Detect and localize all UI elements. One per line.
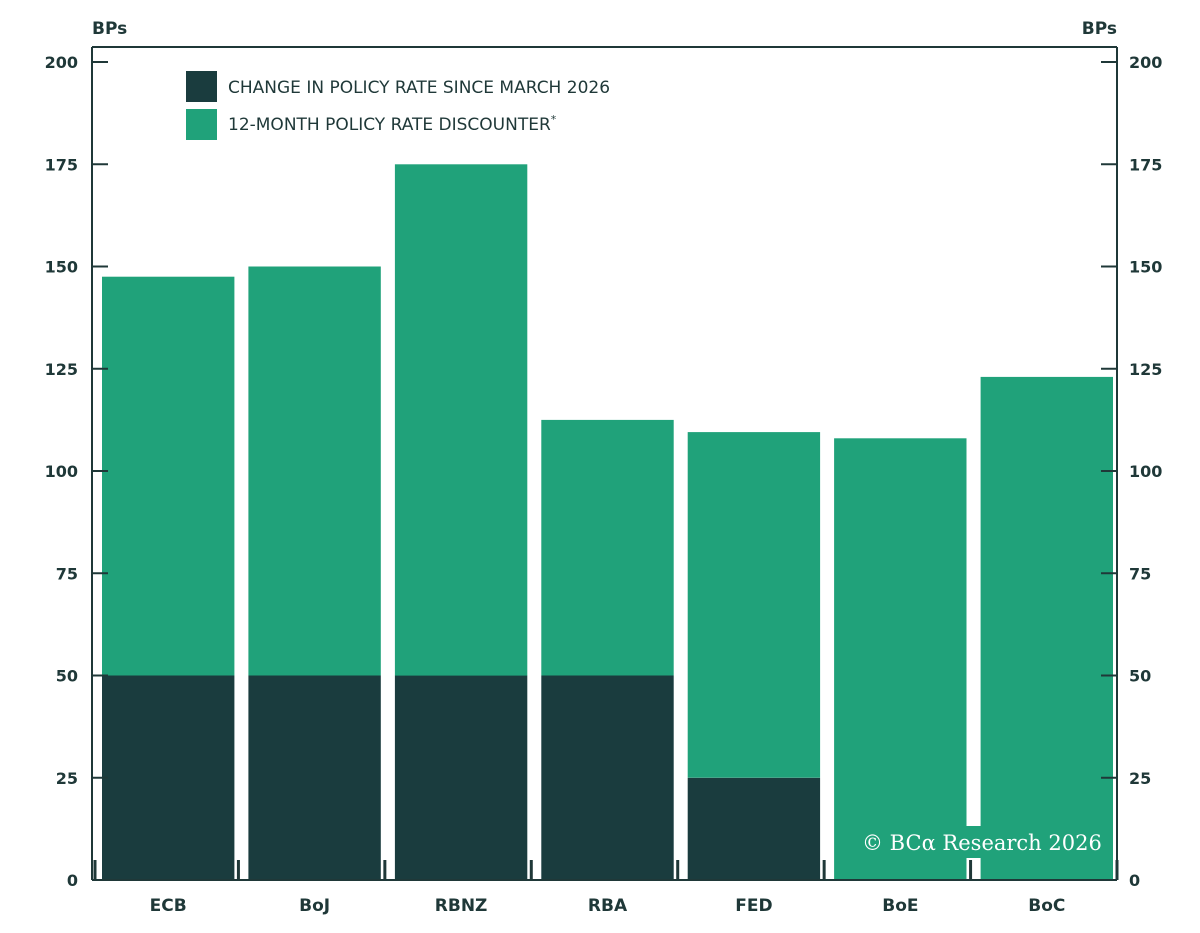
y-tick-label-left: 25 xyxy=(56,769,78,788)
bar-fed-change xyxy=(687,777,821,881)
y-tick-label-right: 100 xyxy=(1129,462,1162,481)
y-tick-label-right: 75 xyxy=(1129,564,1151,583)
bar-boj-change xyxy=(248,675,381,880)
bar-fed-discounter xyxy=(687,432,821,778)
copyright-background xyxy=(858,826,1100,858)
bar-boe-discounter xyxy=(834,438,967,880)
legend-label-change: CHANGE IN POLICY RATE SINCE MARCH 2026 xyxy=(228,78,610,98)
legend: CHANGE IN POLICY RATE SINCE MARCH 2026 1… xyxy=(186,71,610,140)
x-category-label: RBNZ xyxy=(435,896,488,916)
x-category-label: RBA xyxy=(588,896,628,916)
y-tick-label-right: 150 xyxy=(1129,258,1162,277)
bar-rbnz-change xyxy=(394,675,528,880)
x-category-label: BoE xyxy=(882,896,918,916)
copyright-text: © BCα Research 2026 xyxy=(862,831,1102,855)
copyright-badge: © BCα Research 2026 xyxy=(858,826,1102,858)
y-tick-label-left: 75 xyxy=(56,564,78,583)
y-tick-label-left: 125 xyxy=(45,360,78,379)
legend-footnote-mark: * xyxy=(551,113,557,126)
y-tick-label-left: 0 xyxy=(67,871,78,890)
x-category-label: BoJ xyxy=(299,896,330,916)
bar-ecb-change xyxy=(102,675,235,880)
bar-rba-discounter xyxy=(541,419,674,676)
y-tick-label-left: 150 xyxy=(45,258,78,277)
category-labels: ECB BoJ RBNZ RBA FED BoE BoC xyxy=(150,896,1066,916)
bar-rba-change xyxy=(541,675,674,880)
bar-boc-discounter xyxy=(980,376,1113,880)
x-category-label: FED xyxy=(735,896,772,916)
x-category-label: BoC xyxy=(1028,896,1065,916)
y-axis-left-unit: BPs xyxy=(92,19,127,39)
legend-label-discounter: 12-MONTH POLICY RATE DISCOUNTER* xyxy=(228,113,557,135)
x-category-label: ECB xyxy=(150,896,187,916)
bar-boj-discounter xyxy=(248,266,381,676)
y-tick-label-right: 175 xyxy=(1129,155,1162,174)
y-tick-label-right: 0 xyxy=(1129,871,1140,890)
y-tick-label-right: 200 xyxy=(1129,53,1162,72)
ticks-layer: 0 0 25 25 50 50 75 75 100 100 125 125 150 150 175 175 20… xyxy=(45,53,1163,890)
legend-swatch-discounter xyxy=(186,109,217,140)
y-axis-right-unit: BPs xyxy=(1082,19,1117,39)
bar-rbnz-discounter xyxy=(394,164,528,676)
y-tick-label-right: 125 xyxy=(1129,360,1162,379)
legend-label-discounter-text: 12-MONTH POLICY RATE DISCOUNTER xyxy=(228,115,551,135)
y-tick-label-left: 175 xyxy=(45,155,78,174)
y-tick-label-left: 200 xyxy=(45,53,78,72)
y-tick-label-right: 25 xyxy=(1129,769,1151,788)
bars-layer xyxy=(102,164,1113,881)
y-tick-label-left: 50 xyxy=(56,667,78,686)
bar-ecb-discounter xyxy=(102,276,235,676)
y-tick-label-right: 50 xyxy=(1129,667,1151,686)
legend-swatch-change xyxy=(186,71,217,102)
y-tick-label-left: 100 xyxy=(45,462,78,481)
